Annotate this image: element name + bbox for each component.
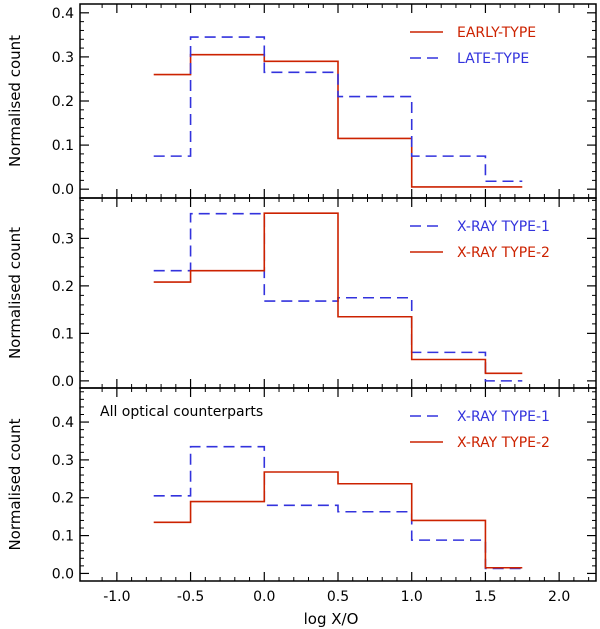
y-tick-label: 0.1: [52, 138, 74, 154]
y-tick-label: 0.1: [52, 326, 74, 342]
legend-label: X-RAY TYPE-2: [457, 245, 550, 261]
y-tick-label: 0.3: [52, 50, 74, 66]
panel-2-series-x-ray-type-2: [153, 212, 523, 375]
panel-1-series-early-type: [153, 53, 523, 188]
panel-annotation: All optical counterparts: [100, 404, 263, 420]
x-tick-label: 1.0: [401, 589, 423, 605]
x-axis-label: log X/O: [304, 610, 359, 628]
x-tick-label: 0.0: [253, 589, 275, 605]
legend-label: X-RAY TYPE-1: [457, 409, 550, 425]
y-tick-label: 0.2: [52, 279, 74, 295]
y-tick-label: 0.1: [52, 529, 74, 545]
x-tick-label: 0.5: [327, 589, 349, 605]
panel-3-series-x-ray-type-2: [153, 471, 523, 569]
y-tick-label: 0.3: [52, 453, 74, 469]
y-tick-label: 0.4: [52, 6, 74, 22]
panel-1-series-late-type: [153, 36, 523, 183]
legend-label: LATE-TYPE: [457, 51, 529, 67]
y-tick-label: 0.2: [52, 491, 74, 507]
y-tick-label: 0.0: [52, 374, 74, 390]
panel-3-series-x-ray-type-1: [153, 445, 523, 570]
y-axis-label: Normalised count: [6, 227, 24, 359]
x-tick-label: -0.5: [177, 589, 204, 605]
y-tick-label: 0.2: [52, 94, 74, 110]
legend-label: X-RAY TYPE-2: [457, 435, 550, 451]
x-tick-label: -1.0: [103, 589, 130, 605]
x-tick-label: 1.5: [474, 589, 496, 605]
y-tick-label: 0.0: [52, 566, 74, 582]
y-tick-label: 0.0: [52, 182, 74, 198]
y-tick-label: 0.4: [52, 415, 74, 431]
legend-label: EARLY-TYPE: [457, 25, 536, 41]
legend-label: X-RAY TYPE-1: [457, 219, 550, 235]
y-tick-label: 0.3: [52, 231, 74, 247]
y-axis-label: Normalised count: [6, 35, 24, 167]
x-tick-label: 2.0: [548, 589, 570, 605]
y-axis-label: Normalised count: [6, 418, 24, 550]
